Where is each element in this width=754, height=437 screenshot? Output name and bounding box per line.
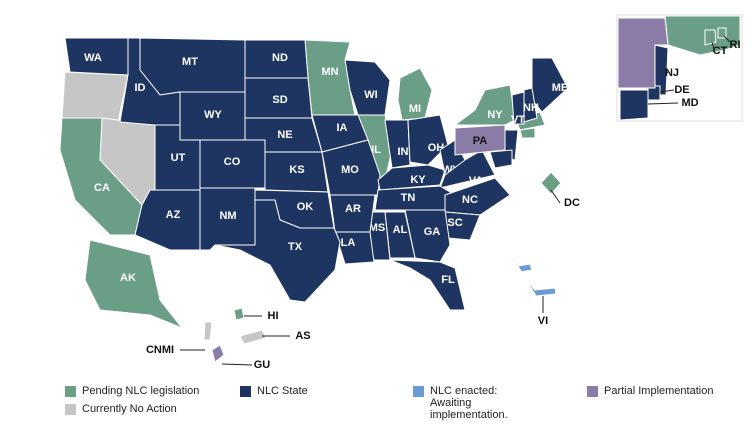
region-shape [617,17,669,89]
region-label: MO [341,164,359,176]
leader-line [723,35,731,43]
legend-label: NLC enacted: Awaiting implementation. [430,385,508,421]
region-label: MN [321,66,338,78]
region-label: ND [272,52,288,64]
region-label: MD [681,97,698,109]
region-shape [233,307,245,321]
region-label: IL [371,144,381,156]
leader-line [221,363,253,366]
region-label: VT [511,114,525,126]
region-shape [384,119,411,169]
region-label: WA [84,52,102,64]
region-label: IA [337,122,348,134]
region-label: AK [120,272,136,284]
region-shape [214,199,341,303]
leader-line [659,89,675,93]
region-label: AZ [166,209,181,221]
region-label: FL [441,274,455,286]
state-shape [519,127,536,139]
region-shape [344,59,391,116]
state-shape [489,149,513,169]
region-shape [334,231,375,265]
legend-swatch [65,386,76,397]
region-label: SC [447,217,462,229]
legend-label: Partial Implementation [604,385,714,397]
region-shape [453,84,516,126]
region-shape [389,259,466,311]
leader-line [711,41,715,50]
region-label: NE [277,129,292,141]
region-label: MS [369,222,386,234]
region-label: DE [674,84,689,96]
region-shape [454,124,506,156]
legend-swatch [65,404,76,415]
region-label: CNMI [146,344,174,356]
region-shape [619,89,649,121]
region-label: NH [523,102,539,114]
region-label: RI [730,39,741,51]
region-label: CA [94,182,110,194]
region-label: NY [487,109,503,121]
legend-label: NLC State [257,385,308,397]
region-shape [134,189,201,251]
region-label: WI [364,89,377,101]
region-label: AR [345,203,361,215]
map: MN MI IL NY CA AK HI DC CT RI WA MT ND ID SD WY NE UT CO KS… [59,14,743,371]
region-shape [540,171,562,195]
region-shape [517,263,557,297]
region-label: WY [204,109,222,121]
region-label: MT [182,56,198,68]
region-label: AL [393,224,408,236]
legend-item: NLC State [240,385,400,397]
region-shape [203,321,213,341]
region-label: KS [289,164,304,176]
leader-line [550,189,561,204]
legend-swatch [413,386,424,397]
region-label: PA [473,135,488,147]
region-shape [444,177,511,216]
region-label: UT [171,152,186,164]
region-label: AS [295,330,310,342]
leader-line [647,102,679,105]
region-label: NC [462,194,478,206]
legend-item: NLC enacted: Awaiting implementation. [413,385,573,421]
region-label: ID [135,82,146,94]
legend-swatch [587,386,598,397]
region-label: DC [564,197,580,209]
region-label: NJ [665,67,679,79]
region-label: KY [410,174,426,186]
legend-item: Pending NLC legislation [65,385,225,397]
legend-label: Pending NLC legislation [82,385,200,397]
region-shape [511,91,525,125]
region-label: OK [297,201,314,213]
region-label: VI [538,315,548,327]
region-label: CO [224,156,241,168]
region-label: GA [424,226,441,238]
region-label: SD [272,94,287,106]
region-shape [239,329,267,345]
region-label: MI [409,103,421,115]
legend-swatch [240,386,251,397]
legend-item: Currently No Action [65,403,225,415]
region-label: TX [288,241,303,253]
legend-label: Currently No Action [82,403,177,415]
region-shape [211,344,225,363]
leader-line [663,69,669,74]
region-shape [84,239,184,330]
region-label: HI [268,310,279,322]
region-label: TN [401,192,416,204]
region-shape [439,149,496,189]
state-shape [61,71,129,123]
region-label: CT [713,45,728,57]
region-shape [704,29,717,46]
region-label: ME [552,82,569,94]
region-shape [407,114,449,166]
region-label: LA [341,237,356,249]
region-label: IN [398,146,409,158]
region-label: NM [219,210,236,222]
region-label: GU [254,359,271,371]
legend-item: Partial Implementation [587,385,747,397]
